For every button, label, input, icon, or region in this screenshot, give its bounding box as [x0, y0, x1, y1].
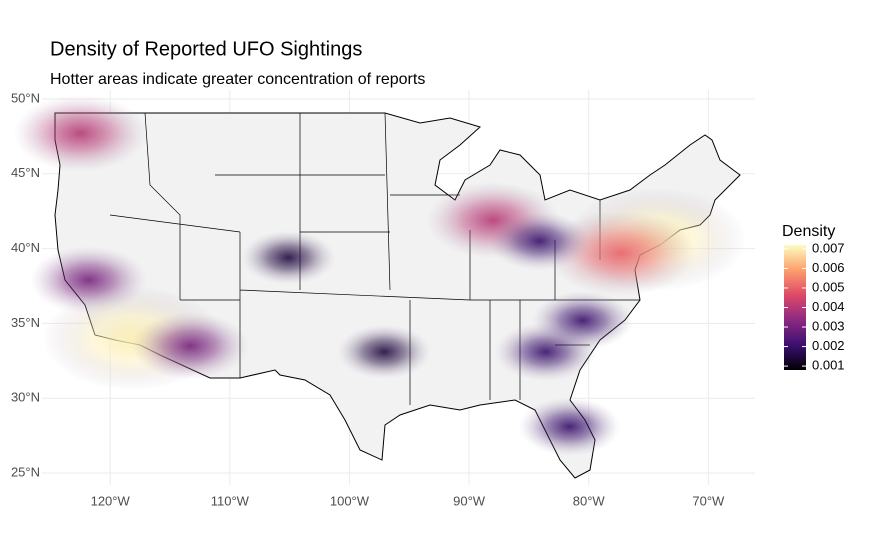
- density-hotspot: [13, 94, 147, 172]
- y-tick-label: 25°N: [11, 464, 40, 479]
- y-tick-label: 50°N: [11, 90, 40, 105]
- density-hotspot: [241, 230, 336, 285]
- colorbar: [784, 245, 806, 370]
- legend-tick-label: 0.004: [812, 299, 845, 314]
- x-tick-label: 110°W: [211, 493, 250, 508]
- density-hotspot: [131, 311, 250, 380]
- legend-tick-label: 0.001: [812, 358, 845, 373]
- y-tick-label: 45°N: [11, 165, 40, 180]
- legend-tick-label: 0.007: [812, 240, 845, 255]
- legend-title: Density: [782, 223, 835, 240]
- y-tick-label: 40°N: [11, 240, 40, 255]
- legend-tick-label: 0.003: [812, 318, 845, 333]
- density-hotspot: [337, 324, 432, 379]
- chart-title: Density of Reported UFO Sightings: [50, 38, 362, 60]
- legend-tick-label: 0.005: [812, 279, 845, 294]
- x-tick-label: 100°W: [330, 493, 370, 508]
- y-tick-label: 35°N: [11, 315, 40, 330]
- legend-tick-label: 0.006: [812, 260, 845, 275]
- chart-subtitle: Hotter areas indicate greater concentrat…: [50, 71, 425, 88]
- x-tick-label: 120°W: [91, 493, 131, 508]
- x-tick-label: 80°W: [573, 493, 606, 508]
- legend-tick-label: 0.002: [812, 338, 845, 353]
- density-hotspot: [531, 291, 634, 350]
- density-hotspot: [488, 211, 591, 271]
- density-hotspot: [518, 397, 621, 457]
- y-tick-label: 30°N: [11, 390, 40, 405]
- x-tick-label: 70°W: [692, 493, 725, 508]
- x-tick-label: 90°W: [453, 493, 486, 508]
